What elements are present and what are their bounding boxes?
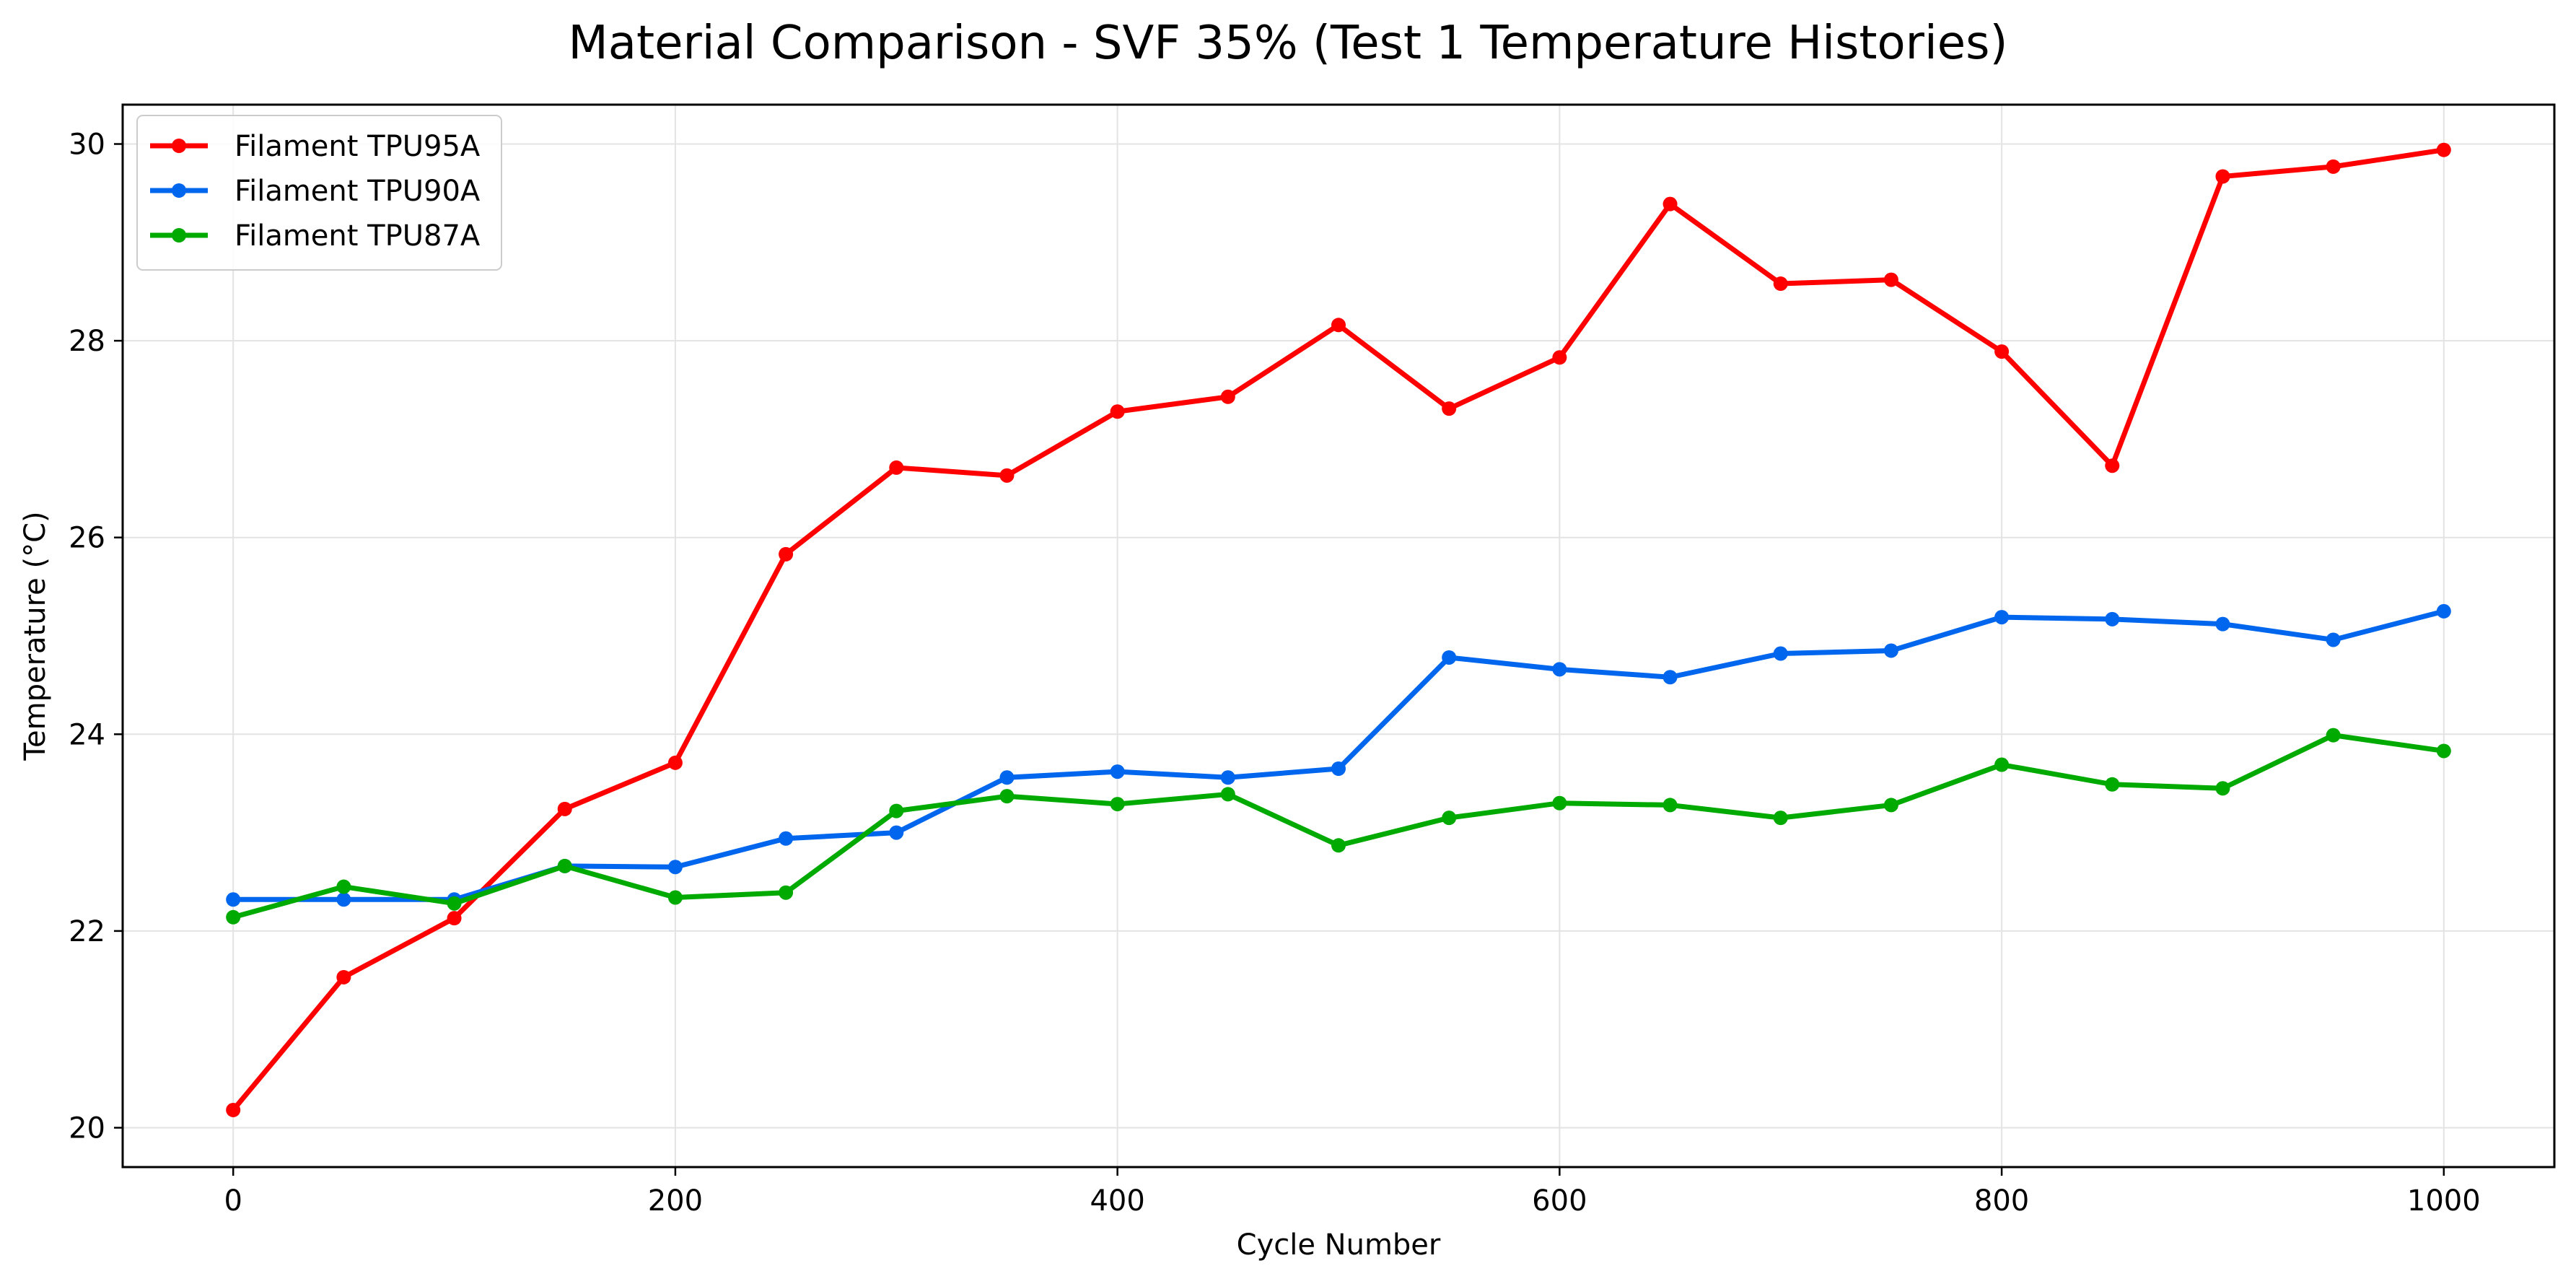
- data-point: [2215, 781, 2230, 796]
- data-point: [1331, 838, 1346, 853]
- legend-label: Filament TPU95A: [235, 130, 481, 163]
- data-point: [447, 911, 462, 926]
- grid: [123, 105, 2554, 1167]
- data-point: [999, 468, 1015, 483]
- data-point: [447, 896, 462, 911]
- data-point: [1220, 389, 1235, 404]
- y-tick-label: 30: [69, 128, 105, 162]
- data-point: [557, 801, 572, 816]
- data-point: [1110, 764, 1125, 779]
- data-point: [1662, 196, 1678, 211]
- data-point: [2326, 159, 2341, 174]
- x-axis: 0 200 400 600 800 1000: [224, 1167, 2481, 1218]
- legend-item: Filament TPU90A: [150, 175, 481, 208]
- series-line: [230, 608, 2447, 902]
- data-point: [2105, 777, 2120, 792]
- data-point: [336, 969, 351, 984]
- y-tick-label: 24: [69, 718, 105, 751]
- data-point: [1883, 643, 1898, 658]
- series-group: [226, 142, 2451, 1117]
- data-point: [1331, 318, 1346, 333]
- data-point: [1442, 650, 1457, 665]
- series-filament-tpu87a: [226, 728, 2451, 925]
- data-point: [2105, 458, 2120, 473]
- data-point: [1552, 795, 1567, 811]
- x-tick-label: 800: [1974, 1184, 2029, 1218]
- data-point: [2215, 616, 2230, 632]
- x-tick-label: 1000: [2407, 1184, 2481, 1218]
- data-point: [1552, 350, 1567, 365]
- data-point: [1442, 811, 1457, 826]
- data-point: [667, 890, 683, 905]
- y-tick-label: 28: [69, 325, 105, 358]
- series-filament-tpu95a: [226, 142, 2451, 1117]
- legend-swatch-marker: [172, 139, 186, 153]
- data-point: [889, 803, 904, 818]
- legend-item: Filament TPU87A: [150, 219, 481, 253]
- data-point: [1994, 610, 2010, 625]
- data-point: [779, 546, 794, 562]
- data-point: [2436, 743, 2451, 759]
- x-tick-label: 600: [1532, 1184, 1587, 1218]
- data-point: [1662, 670, 1678, 685]
- data-point: [1883, 798, 1898, 813]
- data-point: [226, 1102, 241, 1117]
- x-tick-label: 0: [224, 1184, 242, 1218]
- data-point: [1773, 646, 1788, 661]
- y-axis: 20 22 24 26 28 30: [69, 128, 123, 1145]
- data-point: [2436, 603, 2451, 619]
- data-point: [1442, 401, 1457, 416]
- data-point: [1110, 797, 1125, 812]
- data-point: [1994, 757, 2010, 772]
- data-point: [1994, 344, 2010, 359]
- data-point: [667, 860, 683, 875]
- data-point: [336, 892, 351, 907]
- data-point: [1331, 761, 1346, 776]
- legend: Filament TPU95A Filament TPU90A Filament T…: [136, 115, 502, 271]
- legend-item: Filament TPU95A: [150, 130, 481, 163]
- data-point: [2215, 169, 2230, 184]
- data-point: [1773, 276, 1788, 292]
- data-point: [889, 825, 904, 840]
- data-point: [1220, 787, 1235, 802]
- legend-box: [136, 115, 502, 271]
- data-point: [2326, 632, 2341, 647]
- data-point: [557, 858, 572, 873]
- data-point: [226, 909, 241, 925]
- data-point: [999, 770, 1015, 785]
- data-point: [999, 789, 1015, 804]
- data-point: [779, 885, 794, 900]
- series-line: [230, 147, 2447, 1113]
- x-tick-label: 400: [1090, 1184, 1144, 1218]
- legend-label: Filament TPU87A: [235, 219, 481, 253]
- y-tick-label: 26: [69, 522, 105, 555]
- x-axis-label: Cycle Number: [1237, 1228, 1441, 1262]
- chart-title: Material Comparison - SVF 35% (Test 1 Te…: [568, 17, 2008, 70]
- data-point: [1773, 811, 1788, 826]
- legend-swatch-marker: [172, 228, 186, 243]
- data-point: [667, 755, 683, 770]
- data-point: [1883, 272, 1898, 287]
- data-point: [1220, 770, 1235, 785]
- series-filament-tpu90a: [226, 603, 2451, 907]
- data-point: [889, 460, 904, 475]
- data-point: [2326, 728, 2341, 743]
- data-point: [1110, 404, 1125, 419]
- data-point: [779, 831, 794, 846]
- data-point: [2105, 611, 2120, 626]
- data-point: [1662, 798, 1678, 813]
- y-tick-label: 20: [69, 1112, 105, 1145]
- data-point: [2436, 142, 2451, 157]
- data-point: [336, 879, 351, 894]
- data-point: [226, 892, 241, 907]
- x-tick-label: 200: [648, 1184, 703, 1218]
- data-point: [1552, 662, 1567, 677]
- plot-frame: [121, 103, 2556, 1169]
- legend-label: Filament TPU90A: [235, 175, 481, 208]
- legend-swatch-marker: [172, 183, 186, 198]
- y-axis-label: Temperature (°C): [19, 511, 52, 761]
- y-tick-label: 22: [69, 915, 105, 948]
